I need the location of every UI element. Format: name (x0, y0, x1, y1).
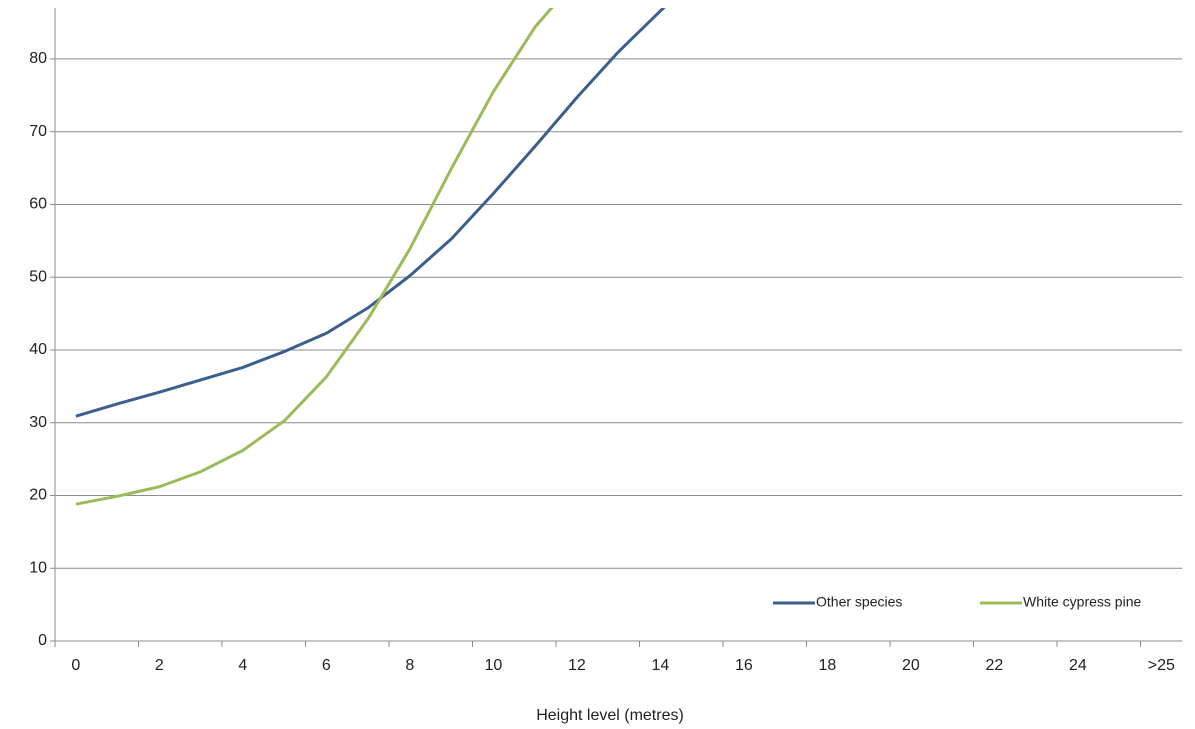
y-tick-label: 80 (29, 50, 47, 67)
x-tick-label: >25 (1148, 657, 1175, 674)
y-tick-label: 30 (29, 414, 47, 431)
y-tick-label: 40 (29, 341, 47, 358)
x-tick-label: 10 (484, 657, 502, 674)
x-tick-label: 0 (71, 657, 80, 674)
x-tick-label: 14 (651, 657, 669, 674)
legend-label: White cypress pine (1023, 594, 1141, 610)
y-tick-label: 10 (29, 559, 47, 576)
x-tick-label: 6 (322, 657, 331, 674)
x-tick-label: 2 (155, 657, 164, 674)
x-tick-label: 20 (902, 657, 920, 674)
x-tick-label: 16 (735, 657, 753, 674)
y-tick-label: 50 (29, 268, 47, 285)
y-tick-label: 70 (29, 123, 47, 140)
x-tick-label: 24 (1069, 657, 1087, 674)
y-tick-label: 0 (38, 632, 47, 649)
x-tick-label: 18 (818, 657, 836, 674)
y-tick-label: 20 (29, 487, 47, 504)
series-line (75, 8, 666, 418)
x-axis-label: Height level (metres) (536, 707, 684, 724)
x-tick-label: 22 (985, 657, 1003, 674)
plot (75, 8, 666, 506)
x-tick-label: 8 (405, 657, 414, 674)
x-tick-label: 12 (568, 657, 586, 674)
y-tick-label: 60 (29, 196, 47, 213)
x-tick-label: 4 (238, 657, 247, 674)
legend-label: Other species (816, 594, 902, 610)
series-line (75, 8, 554, 506)
